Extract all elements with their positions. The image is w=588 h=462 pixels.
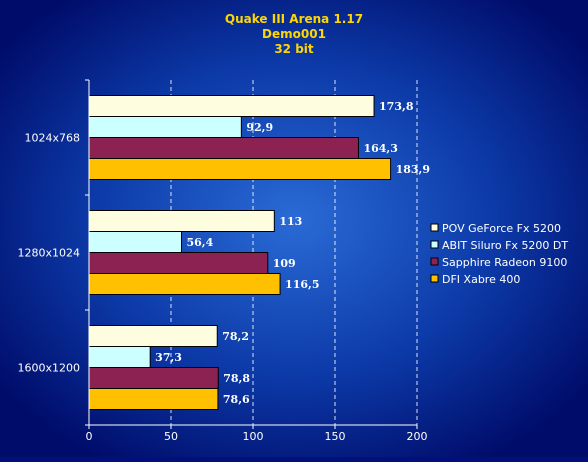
data-label: 113 (279, 215, 302, 228)
bar (88, 158, 392, 180)
bar (88, 252, 269, 274)
bar (88, 273, 281, 295)
x-tick-label: 200 (407, 430, 428, 443)
x-tick-label: 100 (243, 430, 264, 443)
legend-label: POV GeForce Fx 5200 (442, 222, 561, 235)
chart-title-line: Quake III Arena 1.17 (225, 12, 363, 26)
legend-swatch (430, 223, 439, 232)
chart-title-line: Demo001 (262, 27, 326, 41)
legend-label: Sapphire Radeon 9100 (442, 256, 567, 269)
legend-label: DFI Xabre 400 (442, 273, 520, 286)
bar (88, 231, 182, 253)
data-label: 78,6 (223, 393, 250, 406)
category-label: 1024x768 (25, 132, 81, 145)
bar (88, 346, 151, 368)
x-tick-label: 150 (325, 430, 346, 443)
legend-swatch (430, 274, 439, 283)
legend-label: ABIT Siluro Fx 5200 DT (442, 239, 568, 252)
x-tick-label: 50 (164, 430, 178, 443)
bar (88, 210, 275, 232)
category-label: 1280x1024 (18, 247, 81, 260)
bar (88, 95, 375, 117)
bar (88, 388, 219, 410)
legend-swatch (430, 240, 439, 249)
x-tick-label: 0 (86, 430, 93, 443)
axes: 0 50 100 150 200 (85, 79, 428, 443)
data-label: 92,9 (246, 121, 273, 134)
bar (88, 137, 359, 159)
data-label: 164,3 (363, 142, 397, 155)
legend-swatch (430, 257, 439, 266)
legend: POV GeForce Fx 5200 ABIT Siluro Fx 5200 D… (430, 222, 568, 286)
chart-title-line: 32 bit (274, 42, 314, 56)
data-label: 183,9 (396, 163, 430, 176)
data-label: 109 (273, 257, 296, 270)
data-label: 78,2 (222, 330, 249, 343)
bar (88, 116, 242, 138)
bar (88, 367, 219, 389)
data-label: 116,5 (285, 278, 319, 291)
data-label: 37,3 (155, 351, 182, 364)
data-label: 56,4 (186, 236, 213, 249)
data-label: 173,8 (379, 100, 414, 113)
data-label: 78,8 (223, 372, 250, 385)
bar (88, 325, 218, 347)
category-label: 1600x1200 (18, 362, 81, 375)
